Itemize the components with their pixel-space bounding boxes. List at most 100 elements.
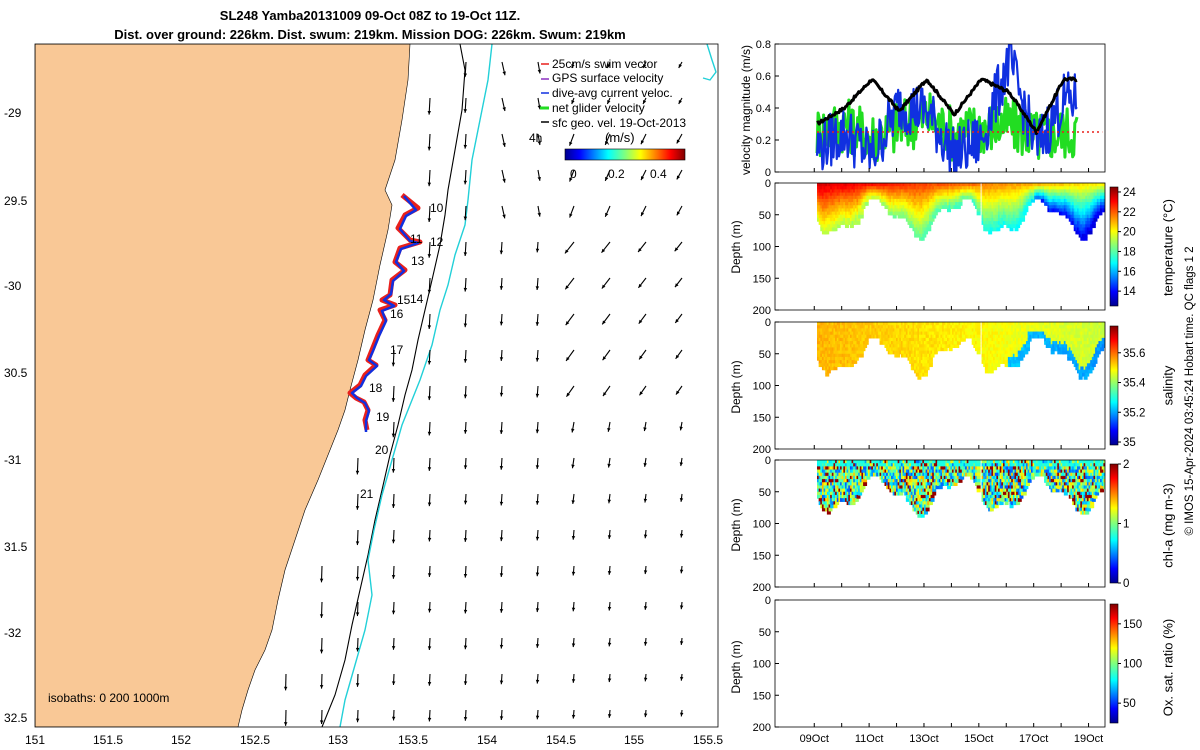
colorbar-title: (m/s) [605, 130, 635, 145]
legend-dive-avg: dive-avg current veloc. [552, 86, 673, 100]
heatmap-cell [1090, 366, 1095, 371]
heatmap-cell [1095, 353, 1100, 358]
current-vector-head [537, 69, 542, 74]
legend-sfc-geo-vel: sfc geo. vel. 19-Oct-2013 [552, 116, 686, 130]
day-label-10: 10 [430, 201, 444, 215]
current-vector-head [675, 319, 679, 323]
heatmap-cell [955, 344, 960, 348]
heatmap-cell [976, 183, 981, 187]
heatmap-cell [859, 350, 864, 355]
ytick: -31 [4, 453, 22, 467]
speed-colorbar [564, 148, 686, 161]
current-vector-head [679, 605, 684, 610]
heatmap-cell [930, 353, 935, 358]
heatmap-cell [937, 347, 942, 352]
current-vector-head [391, 504, 396, 508]
current-vector-head [463, 144, 468, 149]
current-vector-head [319, 649, 324, 654]
current-vector-head [678, 100, 682, 104]
current-vector-head [535, 393, 540, 398]
day-label-11: 11 [410, 232, 423, 246]
current-vector-head [391, 468, 396, 473]
current-vector-head [427, 681, 432, 686]
current-vector-head [602, 392, 607, 397]
heatmap-cell [821, 507, 826, 512]
heatmap-cell [1021, 353, 1026, 358]
heatmap-cell [895, 350, 900, 355]
current-vector-head [643, 677, 648, 682]
current-vector-head [355, 541, 360, 546]
current-vector-head [607, 714, 612, 718]
current-vector-head [463, 538, 468, 542]
ytick: 31.5 [4, 540, 28, 554]
heatmap-cell [905, 498, 910, 502]
current-vector-head [535, 679, 540, 684]
heatmap-cell [1088, 227, 1093, 232]
heatmap-cell [1091, 363, 1096, 368]
heatmap-cell [940, 347, 945, 352]
current-vector-head [571, 100, 575, 104]
current-vector-head [499, 357, 504, 361]
heatmap-cell [1101, 322, 1105, 326]
current-vector-head [391, 362, 396, 367]
current-vector-head [535, 286, 540, 290]
heatmap-cell [864, 202, 869, 206]
colorbar-tick: 35.4 [1123, 378, 1146, 390]
current-vector-head [427, 146, 432, 151]
current-vector-head [427, 717, 432, 722]
heatmap-cell [856, 221, 861, 225]
heatmap-cell [864, 337, 869, 342]
colorbar-tick: 18 [1123, 246, 1136, 258]
day-label-17: 17 [390, 343, 404, 357]
current-vector-head [679, 712, 684, 717]
xtick: 154 [477, 733, 497, 747]
current-vector-head [355, 612, 360, 617]
current-vector-head [639, 355, 643, 360]
current-vector-head [427, 110, 432, 115]
heatmap-cell [1103, 205, 1105, 209]
heatmap-cell [825, 372, 830, 377]
xtick: 152 [171, 733, 191, 747]
heatmap-cell [1103, 322, 1105, 326]
ytick: -30 [4, 279, 22, 293]
heatmap-cell [927, 224, 932, 229]
heatmap-cell [976, 341, 981, 345]
heatmap-cell [1101, 331, 1105, 336]
glider-track [347, 193, 423, 432]
current-vector-head [535, 500, 540, 505]
heatmap-cell [1067, 356, 1072, 361]
current-vector-head [571, 571, 576, 576]
heatmap-cell [1093, 356, 1098, 361]
heatmap-cell [830, 366, 835, 371]
heatmap-cell [825, 230, 830, 235]
day-label-19: 19 [376, 410, 390, 424]
heatmap-cell [835, 501, 840, 506]
heatmap-cell [923, 230, 928, 235]
heatmap-cell [899, 214, 904, 219]
legend-gps-velocity: GPS surface velocity [552, 71, 663, 85]
heatmap-cell [844, 224, 849, 229]
heatmap-cell [1027, 202, 1032, 206]
heatmap-cell [1103, 183, 1105, 187]
day-label-15: 15 [397, 293, 411, 307]
heatmap-cell [976, 325, 981, 329]
current-vector-head [355, 470, 360, 475]
heatmap-cell [1103, 198, 1105, 203]
heatmap-cell [1101, 337, 1105, 342]
current-vector-head [571, 464, 575, 469]
depth-tick: 50 [759, 210, 771, 222]
current-vector-head [391, 646, 396, 650]
heatmap-cell [864, 198, 869, 203]
heatmap-cell [976, 205, 981, 209]
heatmap-cell [923, 372, 928, 377]
current-vector-head [463, 645, 468, 650]
heatmap-cell [1093, 217, 1098, 222]
heatmap-cell [1026, 347, 1031, 352]
velocity-series-line [815, 44, 1078, 172]
isobath-1000m [339, 44, 493, 727]
current-vector-head [391, 433, 396, 438]
heatmap-cell [856, 217, 861, 222]
current-vector-head [607, 642, 612, 647]
heatmap-cell [833, 227, 838, 232]
